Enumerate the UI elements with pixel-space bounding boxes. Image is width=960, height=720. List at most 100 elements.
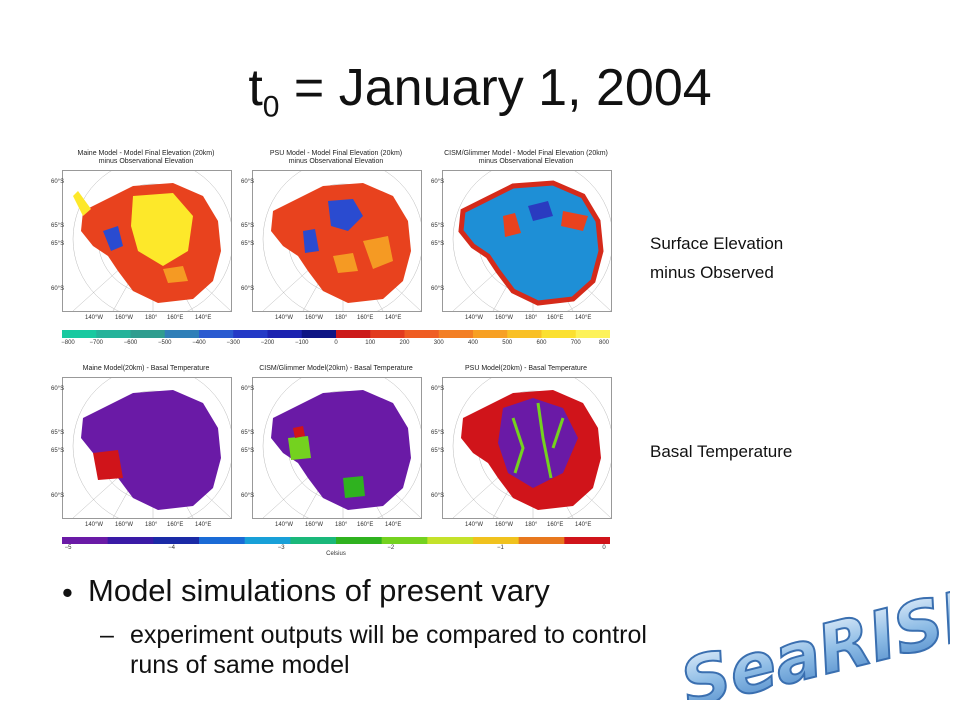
lon-label: 160°E: [167, 522, 184, 528]
lon-label: 140°E: [195, 522, 212, 528]
colorbar-segment: [438, 330, 474, 338]
elevation-figure: Maine Model - Model Final Elevation (20k…: [51, 150, 614, 350]
colorbar-segment: [336, 330, 371, 338]
lon-label: 160°W: [495, 522, 514, 528]
colorbar-segment: [473, 537, 520, 544]
lon-label: 140°W: [275, 522, 294, 528]
colorbar-segment: [107, 537, 154, 544]
dash-icon: –: [100, 621, 114, 649]
searise-logo: SeaRISE: [672, 571, 950, 700]
colorbar-segment: [290, 537, 337, 544]
colorbar-segment: [153, 537, 200, 544]
colorbar-tick-label: 500: [502, 340, 513, 346]
colorbar-tick-label: −600: [123, 340, 138, 346]
panel-title: Maine Model - Model Final Elevation (20k…: [62, 150, 230, 166]
elevation-panel-cism: CISM/Glimmer Model - Model Final Elevati…: [431, 150, 614, 321]
panel-title-line2: minus Observational Elevation: [98, 158, 194, 165]
colorbar-segment: [404, 330, 440, 338]
lat-label: 65°S: [431, 430, 445, 436]
antarctica-map: [72, 158, 234, 320]
colorbar-segment: [518, 537, 565, 544]
panel-title-line2: minus Observational Elevation: [478, 158, 574, 165]
bullet-main-text: Model simulations of present vary: [88, 573, 550, 608]
lon-label: 140°W: [85, 315, 104, 321]
title-subscript: 0: [262, 90, 280, 124]
panel-title: Maine Model(20km) - Basal Temperature: [62, 365, 230, 373]
lat-label: 60°S: [241, 386, 255, 392]
lon-label: 180°: [145, 315, 158, 321]
lat-label: 65°S: [431, 241, 445, 247]
lon-label: 160°E: [547, 315, 564, 321]
lon-label: 140°W: [465, 315, 484, 321]
colorbar-segment: [301, 330, 337, 338]
map-box: 60°S 65°S 65°S 60°S 140°W 160°W 180° 160…: [51, 158, 234, 321]
map-box: 60°S 65°S 65°S 60°S 140°W 160°W 180° 160…: [241, 158, 424, 321]
panel-title-line1: Maine Model(20km) - Basal Temperature: [82, 365, 210, 372]
lon-label: 140°E: [195, 315, 212, 321]
colorbar-segment: [381, 537, 428, 544]
lat-label: 60°S: [431, 386, 445, 392]
lon-label: 140°W: [275, 315, 294, 321]
colorbar-segment: [336, 537, 383, 544]
antarctica-map: [452, 158, 614, 320]
elevation-panel-maine: Maine Model - Model Final Elevation (20k…: [51, 150, 234, 321]
lon-label: 180°: [335, 315, 348, 321]
lat-label: 65°S: [431, 223, 445, 229]
lon-label: 140°W: [85, 522, 104, 528]
lon-label: 140°E: [575, 315, 592, 321]
colorbar-tick-label: −800: [61, 340, 75, 346]
lat-label: 60°S: [51, 493, 65, 499]
panel-title-line1: PSU Model - Model Final Elevation (20km): [269, 150, 403, 157]
colorbar-tick-label: −5: [64, 545, 72, 551]
title-t: t: [248, 59, 263, 117]
lon-label: 160°W: [115, 315, 134, 321]
map-box: 60°S 65°S 65°S 60°S 140°W 160°W 180° 160…: [241, 365, 424, 528]
colorbar-segment: [233, 330, 268, 338]
colorbar-segment: [199, 537, 246, 544]
colorbar-tick-label: −700: [89, 340, 104, 346]
lat-label: 60°S: [51, 286, 65, 292]
colorbar-tick-label: −500: [157, 340, 172, 346]
lon-label: 160°E: [167, 315, 184, 321]
colorbar-tick-label: −100: [294, 340, 309, 346]
antarctica-map: [262, 158, 424, 320]
lat-label: 60°S: [51, 386, 65, 392]
lon-label: 160°W: [115, 522, 134, 528]
colorbar-tick-label: −2: [387, 545, 395, 551]
lat-label: 60°S: [241, 286, 255, 292]
colorbar-tick-label: −400: [192, 340, 206, 346]
colorbar-segment: [130, 330, 166, 338]
colorbar-segment: [575, 330, 610, 338]
lon-label: 160°W: [305, 315, 324, 321]
colorbar-tick-label: 700: [570, 340, 581, 346]
temperature-colorbar-ticks: −5 −4 −3 −2 −1 0: [62, 545, 610, 553]
map-box: 60°S 65°S 65°S 60°S 140°W 160°W 180° 160…: [431, 365, 614, 528]
colorbar-segment: [96, 330, 131, 338]
colorbar-tick-label: 200: [399, 340, 410, 346]
colorbar-tick-label: 300: [433, 340, 444, 346]
colorbar-tick-label: 0: [602, 545, 606, 551]
side-label-line1: Surface Elevation: [650, 234, 784, 253]
elevation-colorbar: [62, 330, 610, 338]
colorbar-tick-label: −3: [277, 545, 285, 551]
lat-label: 60°S: [51, 179, 65, 185]
panel-title: PSU Model(20km) - Basal Temperature: [442, 365, 610, 373]
lon-label: 180°: [335, 522, 348, 528]
colorbar-tick-label: 800: [598, 340, 610, 346]
colorbar-tick-label: −4: [168, 545, 176, 551]
lat-label: 60°S: [431, 286, 445, 292]
colorbar-segment: [62, 330, 97, 338]
side-label-line2: minus Observed: [650, 263, 774, 282]
map-box: 60°S 65°S 65°S 60°S 140°W 160°W 180° 160…: [51, 365, 234, 528]
basal-temperature-label: Basal Temperature: [650, 442, 793, 461]
panel-title: PSU Model - Model Final Elevation (20km)…: [252, 150, 420, 166]
colorbar-tick-label: −1: [496, 545, 504, 551]
lon-label: 180°: [525, 522, 538, 528]
panel-title-line2: minus Observational Elevation: [288, 158, 384, 165]
panel-title-line1: CISM/Glimmer Model - Model Final Elevati…: [444, 150, 608, 157]
colorbar-tick-label: 0: [334, 340, 338, 346]
colorbar-tick-label: 100: [365, 340, 376, 346]
lon-label: 160°W: [305, 522, 324, 528]
slide-title: t0 = January 1, 2004: [0, 58, 960, 124]
colorbar-tick-label: 400: [467, 340, 479, 346]
